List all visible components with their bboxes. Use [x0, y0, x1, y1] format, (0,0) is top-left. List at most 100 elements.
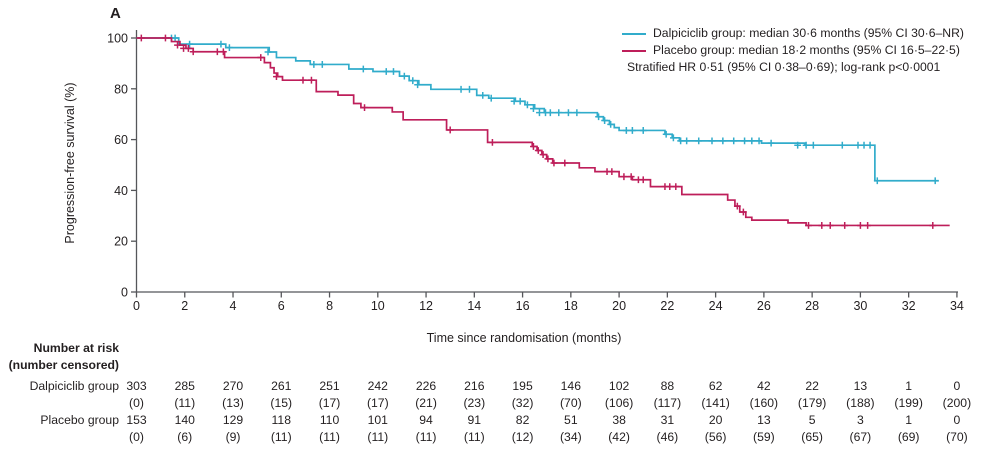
censored-count: (11)	[463, 429, 485, 444]
at-risk-count: 13	[853, 378, 868, 393]
at-risk-count: 20	[708, 412, 723, 427]
stratified-hr-note: Stratified HR 0·51 (95% CI 0·38–0·69); l…	[627, 60, 941, 74]
placebo-line-swatch	[622, 49, 646, 52]
x-tick-label: 0	[133, 299, 140, 313]
at-risk-count: 88	[660, 378, 675, 393]
at-risk-count: 94	[419, 412, 433, 427]
x-tick-label: 20	[612, 299, 626, 313]
at-risk-count: 140	[174, 412, 195, 427]
censored-count: (23)	[463, 395, 486, 410]
x-tick-label: 22	[660, 299, 674, 313]
at-risk-count: 110	[319, 412, 340, 427]
censored-count: (69)	[897, 429, 920, 444]
at-risk-count: 31	[660, 412, 675, 427]
censored-count: (21)	[415, 395, 437, 410]
risk-row-label-dalpiciclib: Dalpiciclib group	[29, 378, 119, 393]
censored-count: (13)	[222, 395, 244, 410]
censored-count: (17)	[318, 395, 341, 410]
at-risk-count: 42	[757, 378, 771, 393]
x-tick-label: 32	[902, 299, 916, 313]
x-tick-label: 10	[371, 299, 385, 313]
censored-count: (17)	[366, 395, 389, 410]
censored-count: (11)	[174, 395, 196, 410]
censored-count: (56)	[704, 429, 727, 444]
censored-count: (34)	[559, 429, 582, 444]
at-risk-count: 285	[174, 378, 195, 393]
at-risk-count: 118	[271, 412, 291, 427]
y-tick-label: 80	[114, 82, 128, 96]
at-risk-count: 261	[271, 378, 292, 393]
legend: Dalpiciclib group: median 30·6 months (9…	[622, 25, 964, 76]
y-tick-label: 40	[114, 184, 128, 198]
at-risk-count: 153	[126, 412, 147, 427]
at-risk-count: 3	[857, 412, 864, 427]
placebo-censor-marks	[137, 34, 937, 229]
x-tick-label: 8	[326, 299, 333, 313]
at-risk-count: 146	[560, 378, 581, 393]
at-risk-count: 226	[415, 378, 437, 393]
at-risk-count: 251	[319, 378, 340, 393]
censored-count: (11)	[270, 429, 292, 444]
censored-count: (141)	[701, 395, 730, 410]
censored-count: (11)	[319, 429, 340, 444]
legend-entry-dalpiciclib: Dalpiciclib group: median 30·6 months (9…	[622, 25, 964, 42]
at-risk-count: 5	[808, 412, 816, 427]
censored-count: (179)	[797, 395, 827, 410]
legend-entry-label: Placebo group: median 18·2 months (95% C…	[653, 43, 960, 57]
y-tick-label: 60	[114, 133, 128, 147]
censored-count: (65)	[801, 429, 823, 444]
at-risk-count: 102	[608, 378, 630, 393]
censored-count: (12)	[511, 429, 534, 444]
censored-count: (67)	[849, 429, 872, 444]
at-risk-count: 0	[953, 378, 961, 393]
x-tick-label: 18	[564, 299, 578, 313]
at-risk-count: 51	[564, 412, 578, 427]
censored-count: (70)	[559, 395, 582, 410]
x-tick-label: 2	[181, 299, 188, 313]
km-plot: 0 2 4 6 8 10 12 14 16 18 20 22 24 26 28 30 32 34020406080…	[107, 30, 964, 313]
at-risk-count: 82	[515, 412, 530, 427]
x-axis-title: Time since randomisation (months)	[426, 331, 622, 345]
censored-count: (106)	[604, 395, 634, 410]
at-risk-count: 242	[367, 378, 388, 393]
risk-table-subheader: (number censored)	[8, 357, 119, 372]
y-tick-label: 0	[121, 286, 128, 300]
censored-count: (42)	[608, 429, 630, 444]
at-risk-count: 129	[222, 412, 244, 427]
at-risk-count: 195	[512, 378, 533, 393]
censored-count: (160)	[749, 395, 779, 410]
dalpiciclib-line-swatch	[622, 32, 646, 35]
at-risk-count: 216	[464, 378, 485, 393]
censored-count: (46)	[656, 429, 679, 444]
x-tick-label: 34	[950, 299, 964, 313]
dalpiciclib-survival-curve	[136, 37, 939, 182]
censored-count: (200)	[942, 395, 972, 410]
censored-count: (188)	[846, 395, 875, 410]
at-risk-count: 13	[757, 412, 771, 427]
censored-count: (0)	[129, 395, 144, 410]
at-risk-count: 22	[805, 378, 819, 393]
x-tick-label: 30	[853, 299, 867, 313]
at-risk-count: 62	[708, 378, 723, 393]
y-tick-label: 20	[114, 235, 128, 249]
legend-entry-placebo: Placebo group: median 18·2 months (95% C…	[622, 42, 964, 59]
at-risk-count: 0	[953, 412, 961, 427]
x-tick-label: 16	[516, 299, 530, 313]
risk-row-label-placebo: Placebo group	[40, 412, 119, 427]
censored-count: (0)	[129, 429, 144, 444]
censored-count: (70)	[946, 429, 968, 444]
x-tick-label: 24	[709, 299, 723, 313]
x-tick-label: 4	[230, 299, 237, 313]
at-risk-count: 270	[222, 378, 244, 393]
censored-count: (6)	[177, 429, 193, 444]
x-tick-label: 6	[278, 299, 285, 313]
x-tick-label: 26	[757, 299, 771, 313]
at-risk-count: 303	[126, 378, 147, 393]
censored-count: (199)	[894, 395, 923, 410]
censored-count: (59)	[753, 429, 775, 444]
at-risk-count: 91	[467, 412, 482, 427]
censored-count: (15)	[270, 395, 293, 410]
at-risk-count: 1	[905, 412, 913, 427]
risk-table-header: Number at risk	[33, 341, 119, 355]
